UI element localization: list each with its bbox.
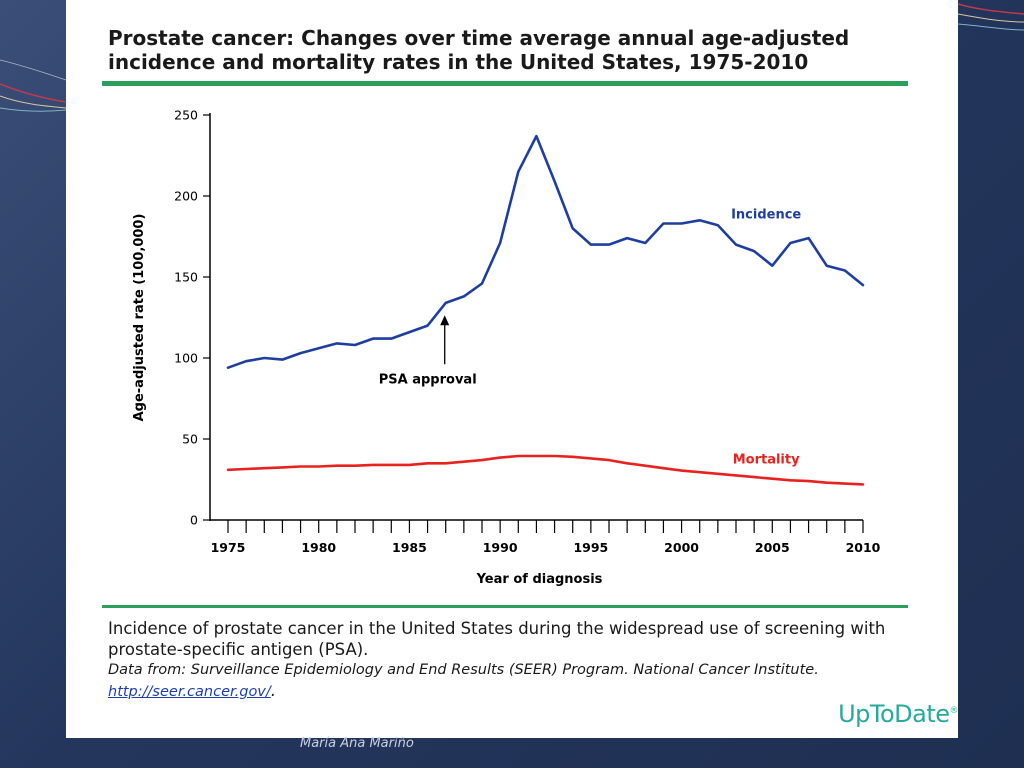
caption-source: Data from: Surveillance Epidemiology and… <box>108 662 819 678</box>
x-tick-label: 1995 <box>573 540 608 555</box>
psa-arrow-head <box>440 315 450 326</box>
series-line-mortality <box>226 454 865 486</box>
decorative-swoosh-right <box>958 3 1024 31</box>
y-tick-label: 200 <box>174 189 198 204</box>
y-tick-label: 100 <box>174 351 198 366</box>
x-tick-label: 2005 <box>755 540 790 555</box>
y-tick-label: 0 <box>190 513 198 528</box>
x-axis-title: Year of diagnosis <box>476 572 603 587</box>
line-chart: 0 50 100 150 200 250 1975 1980 1985 1990 1995 2000 2… <box>132 108 881 588</box>
uptodate-logo: UpToDate® <box>818 700 958 728</box>
title-rule <box>102 81 908 86</box>
figure-title: Prostate cancer: Changes over time avera… <box>108 26 850 74</box>
annotation-psa-approval: PSA approval <box>379 372 477 387</box>
brand-name: UpToDate <box>838 700 950 728</box>
y-axis-title: Age-adjusted rate (100,000) <box>132 214 147 422</box>
caption-link-suffix: . <box>270 681 277 700</box>
x-tick-label: 2010 <box>846 540 881 555</box>
x-tick-label: 2000 <box>664 540 699 555</box>
x-tick-label: 1985 <box>392 540 427 555</box>
figure-panel: Prostate cancer: Changes over time avera… <box>66 0 958 738</box>
y-tick-label: 150 <box>174 270 198 285</box>
author-credit: María Ana Mariño <box>300 736 414 751</box>
caption-text: Incidence of prostate cancer in the Unit… <box>108 619 886 659</box>
y-tick-label: 50 <box>182 432 198 447</box>
caption-rule <box>102 605 908 608</box>
series-line-incidence <box>226 134 865 370</box>
caption-link-line: http://seer.cancer.gov/. <box>108 680 898 702</box>
x-tick-label: 1975 <box>211 540 246 555</box>
brand-trademark: ® <box>949 706 959 716</box>
figure-caption: Incidence of prostate cancer in the Unit… <box>108 618 898 702</box>
series-label-mortality: Mortality <box>733 452 800 467</box>
x-tick-label: 1990 <box>483 540 518 555</box>
seer-link[interactable]: http://seer.cancer.gov/ <box>108 684 271 700</box>
x-tick-label: 1980 <box>301 540 336 555</box>
series-label-incidence: Incidence <box>731 208 801 223</box>
decorative-swoosh-left <box>0 59 66 112</box>
y-tick-label: 250 <box>174 108 198 123</box>
